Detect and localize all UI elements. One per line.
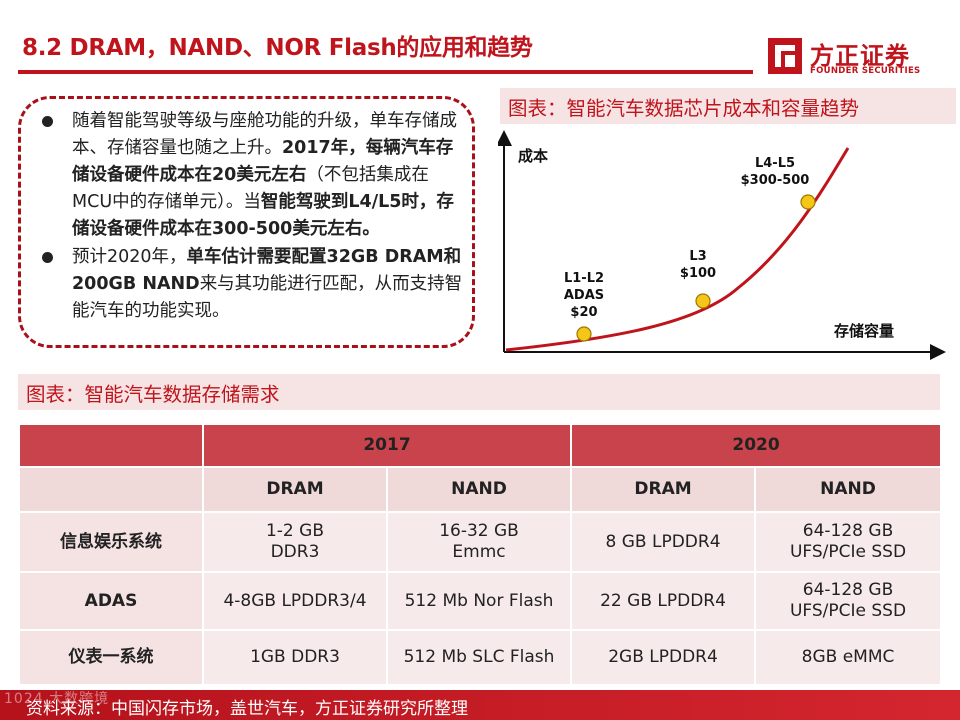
- point-label-l3: L3 $100: [668, 248, 728, 282]
- point-label-l3-level: L3: [689, 249, 707, 264]
- bullet-box: [18, 96, 475, 348]
- bullet-item: 预计2020年，单车估计需要配置32GB DRAM和200GB NAND来与其功…: [38, 244, 464, 325]
- point-label-l1-l2-type: ADAS: [563, 288, 605, 303]
- point-label-l3-cost: $100: [679, 266, 717, 281]
- table-cell: 1-2 GB DDR3: [202, 511, 388, 573]
- x-axis-label: 存储容量: [834, 322, 895, 340]
- row-header: 仪表一系统: [18, 629, 204, 686]
- cost-chart-svg: [496, 130, 946, 360]
- logo-name-en: FOUNDER SECURITIES: [810, 66, 921, 76]
- storage-table-heading-text: 图表：智能汽车数据存储需求: [26, 383, 280, 406]
- table-row: 仪表一系统 1GB DDR3 512 Mb SLC Flash 2GB LPDD…: [18, 629, 943, 686]
- cost-chart-heading: 图表：智能汽车数据芯片成本和容量趋势: [500, 88, 956, 124]
- type-header: DRAM: [570, 466, 757, 513]
- table-type-corner: [18, 466, 204, 513]
- bullet-text-run: 来与其功能进行匹配，从而支持智能汽车的功能实现。: [72, 274, 463, 321]
- point-label-l4-l5-level: L4-L5: [754, 156, 796, 171]
- footer-bar: [0, 690, 960, 720]
- founder-logo-icon: [768, 38, 802, 74]
- bullet-text-run: （不包括集成在MCU中的存储单元）。当: [72, 165, 429, 212]
- table-cell: 512 Mb Nor Flash: [385, 571, 573, 631]
- table-cell: 512 Mb SLC Flash: [385, 629, 573, 686]
- bullet-list: 随着智能驾驶等级与座舱功能的升级，单车存储成本、存储容量也随之上升。2017年，…: [38, 108, 464, 326]
- type-header: DRAM: [202, 466, 388, 513]
- table-type-row: DRAM NAND DRAM NAND: [18, 466, 943, 513]
- bullet-text-run: 随着智能驾驶等级与座舱功能的升级，单车存储成本、存储容量也随之上升。: [72, 111, 457, 158]
- point-l4-l5: [800, 194, 816, 210]
- table-cell: 8 GB LPDDR4: [570, 511, 757, 573]
- storage-table-heading: 图表：智能汽车数据存储需求: [18, 374, 940, 410]
- table-cell: 64-128 GB UFS/PCIe SSD: [754, 511, 943, 573]
- table-cell: 4-8GB LPDDR3/4: [202, 571, 388, 631]
- table-row: ADAS 4-8GB LPDDR3/4 512 Mb Nor Flash 22 …: [18, 571, 943, 631]
- table-cell: 64-128 GB UFS/PCIe SSD: [754, 571, 943, 631]
- storage-table: 2017 2020 DRAM NAND DRAM NAND 信息娱乐系统 1-2…: [18, 423, 943, 686]
- table-cell: 16-32 GB Emmc: [385, 511, 573, 573]
- bullet-text-run: 单车估计需要配置32GB DRAM和200GB NAND: [72, 247, 462, 294]
- point-l3: [695, 293, 711, 309]
- cost-chart-heading-text: 图表：智能汽车数据芯片成本和容量趋势: [508, 97, 860, 120]
- bullet-text-run: 智能驾驶到L4/L5时，存储设备硬件成本在300-500美元左右。: [72, 192, 454, 239]
- bullet-dot-icon: [42, 252, 53, 263]
- bullet-text-run: 2017年，每辆汽车存储设备硬件成本在20美元左右: [72, 138, 454, 185]
- table-cell: 1GB DDR3: [202, 629, 388, 686]
- year-header-2020: 2020: [570, 423, 943, 468]
- logo-name-cn: 方正证券: [810, 42, 910, 70]
- row-header: ADAS: [18, 571, 204, 631]
- cost-chart: 成本 存储容量 L1-L2 ADAS $20 L3 $100 L4-L5 $30…: [496, 128, 948, 360]
- row-header: 信息娱乐系统: [18, 511, 204, 573]
- point-l1-l2: [576, 326, 592, 342]
- page-title: 8.2 DRAM，NAND、NOR Flash的应用和趋势: [22, 35, 533, 61]
- table-cell: 22 GB LPDDR4: [570, 571, 757, 631]
- point-label-l1-l2: L1-L2 ADAS $20: [554, 270, 614, 321]
- title-rule: [18, 70, 753, 74]
- bullet-item: 随着智能驾驶等级与座舱功能的升级，单车存储成本、存储容量也随之上升。2017年，…: [38, 108, 464, 243]
- type-header: NAND: [754, 466, 943, 513]
- point-label-l4-l5-cost: $300-500: [740, 173, 810, 188]
- table-corner-cell: [18, 423, 204, 468]
- point-label-l1-l2-level: L1-L2: [563, 271, 605, 286]
- y-axis-label: 成本: [518, 147, 549, 165]
- watermark: 1024 大数跨境: [4, 691, 110, 707]
- bullet-dot-icon: [42, 116, 53, 127]
- company-logo: 方正证券 FOUNDER SECURITIES: [768, 36, 946, 80]
- year-header-2017: 2017: [201, 423, 573, 468]
- point-label-l4-l5: L4-L5 $300-500: [730, 155, 820, 189]
- table-cell: 8GB eMMC: [754, 629, 943, 686]
- source-note: 资料来源：中国闪存市场，盖世汽车，方正证券研究所整理: [26, 699, 468, 719]
- point-label-l1-l2-cost: $20: [570, 305, 598, 320]
- bullet-text-run: 预计2020年，: [72, 247, 187, 267]
- table-cell: 2GB LPDDR4: [570, 629, 757, 686]
- type-header: NAND: [385, 466, 573, 513]
- table-row: 信息娱乐系统 1-2 GB DDR3 16-32 GB Emmc 8 GB LPDD…: [18, 511, 943, 573]
- table-year-row: 2017 2020: [18, 423, 943, 468]
- cost-curve: [505, 147, 850, 352]
